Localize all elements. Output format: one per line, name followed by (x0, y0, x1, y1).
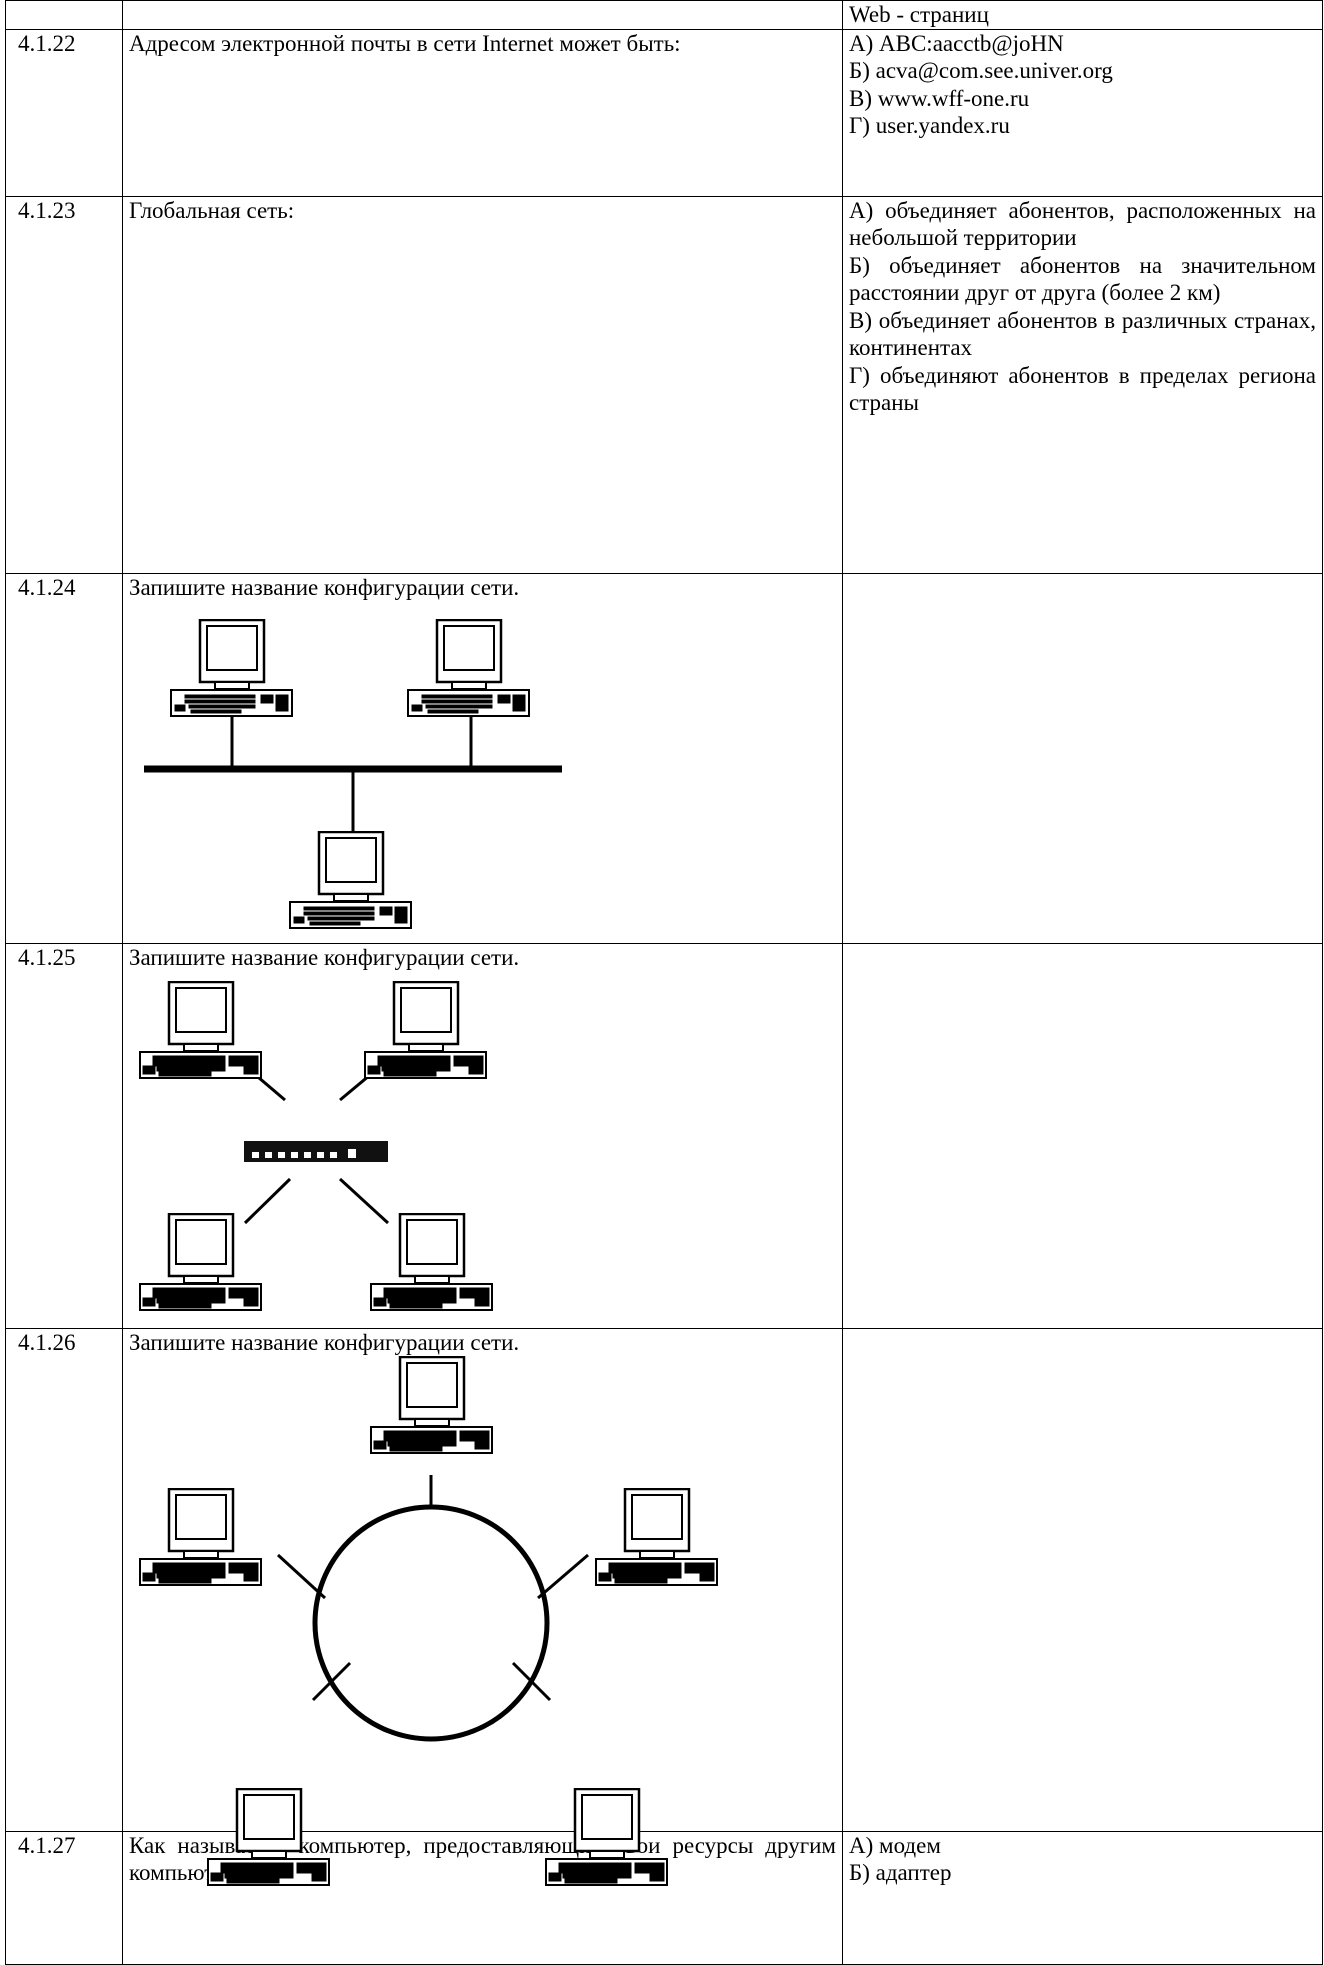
question-number (5, 0, 123, 30)
question-text (122, 0, 843, 30)
answer-option: Web - страниц (849, 2, 989, 27)
answer-options (842, 1327, 1323, 1832)
table-row: 4.1.22 Адресом электронной почты в сети I… (5, 28, 1323, 197)
answer-option: А) модем (849, 1832, 941, 1858)
question-text: Как называется компьютер, предоставляющи… (122, 1830, 843, 1965)
table-body: Web - страниц 4.1.22 Адресом электронной п… (5, 0, 1323, 1965)
answer-options (842, 572, 1323, 944)
answer-options (842, 942, 1323, 1329)
question-text: Запишите название конфигурации сети. (122, 572, 843, 944)
question-text: Глобальная сеть: (122, 195, 843, 574)
question-number: 4.1.26 (5, 1327, 123, 1832)
answer-option: Б) acva@com.see.univer.org (849, 58, 1113, 83)
table-row: 4.1.25 Запишите название конфигурации сет… (5, 942, 1323, 1329)
answer-option: Г) объединяют абонентов в пределах регио… (849, 362, 1316, 416)
question-text: Запишите название конфигурации сети. (122, 1327, 843, 1832)
answer-option: Б) адаптер (849, 1860, 952, 1885)
table-row: 4.1.26 Запишите название конфигурации сет… (5, 1327, 1323, 1832)
question-number: 4.1.22 (5, 28, 123, 197)
question-number: 4.1.27 (5, 1830, 123, 1965)
answer-options: Web - страниц (842, 0, 1323, 30)
answer-option: Г) user.yandex.ru (849, 113, 1010, 138)
table-row: Web - страниц (5, 0, 1323, 30)
answer-option: А) объединяет абонентов, расположенных н… (849, 197, 1316, 251)
table-row: 4.1.23 Глобальная сеть: А) объединяет абон… (5, 195, 1323, 574)
question-text: Адресом электронной почты в сети Interne… (122, 28, 843, 197)
answer-option: В) объединяет абонентов в различных стра… (849, 307, 1316, 361)
answer-options: А) объединяет абонентов, расположенных н… (842, 195, 1323, 574)
question-number: 4.1.24 (5, 572, 123, 944)
question-number: 4.1.23 (5, 195, 123, 574)
answer-option: Б) объединяет абонентов на значительном … (849, 252, 1316, 306)
answer-option: В) www.wff-one.ru (849, 85, 1030, 111)
answer-options: А) модем Б) адаптер (842, 1830, 1323, 1965)
answer-option: А) ABC:aacctb@joHN (849, 30, 1064, 56)
answer-options: А) ABC:aacctb@joHN Б) acva@com.see.univer… (842, 28, 1323, 197)
question-number: 4.1.25 (5, 942, 123, 1329)
table-row: 4.1.27 Как называется компьютер, предоста… (5, 1830, 1323, 1965)
question-text: Запишите название конфигурации сети. (122, 942, 843, 1329)
test-table: Web - страниц 4.1.22 Адресом электронной п… (5, 0, 1323, 1965)
table-row: 4.1.24 Запишите название конфигурации сет… (5, 572, 1323, 944)
